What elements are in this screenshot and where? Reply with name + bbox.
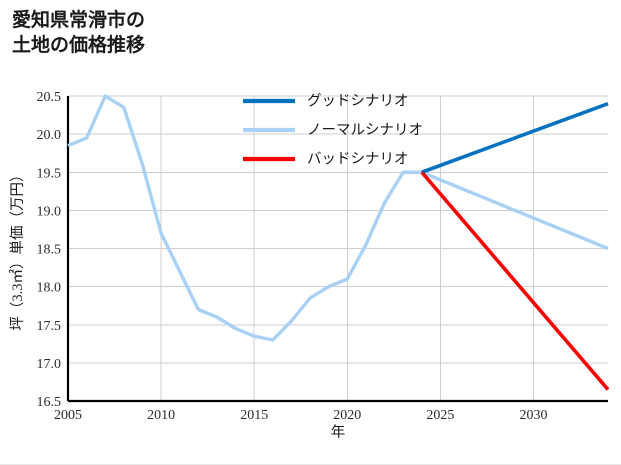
y-axis-tick-label: 16.5 (37, 395, 62, 410)
series-line-normal (67, 94, 609, 342)
x-axis-tick-label: 2005 (54, 408, 82, 423)
title-line-2: 土地の価格推移 (12, 35, 146, 57)
y-axis-tick-label: 19.5 (37, 166, 62, 181)
x-axis-tick-label: 2025 (426, 408, 454, 423)
y-axis-tick-label: 18.0 (37, 281, 62, 296)
y-axis-tick-label: 17.0 (37, 357, 62, 372)
x-axis-tick-label: 2030 (520, 408, 548, 423)
gridlines-group (68, 95, 608, 402)
y-axis-title: 坪（3.3㎡）単価（万円） (9, 167, 26, 330)
page-title: 愛知県常滑市の 土地の価格推移 (12, 8, 145, 58)
x-axis-tick-label: 2020 (333, 408, 361, 423)
x-axis-tick-labels: 2005 2010 2015 2020 2025 2030 (54, 408, 548, 423)
series-group (67, 94, 610, 391)
series-line-bad (420, 171, 610, 391)
y-axis-tick-label: 20.0 (37, 128, 62, 143)
title-line-1: 愛知県常滑市の (12, 10, 146, 31)
y-axis-tick-label: 17.5 (37, 319, 62, 334)
y-axis-tick-label: 20.5 (37, 90, 62, 105)
legend-label-1: ノーマルシナリオ (307, 122, 423, 138)
x-axis-tick-label: 2010 (147, 408, 175, 423)
y-axis-tick-labels: 16.5 17.0 17.5 18.0 18.5 19.0 19.5 20.0 20.5 (37, 90, 62, 410)
series-line-good (421, 101, 609, 174)
legend-label-2: バッドシナリオ (307, 151, 409, 167)
legend-label-0: グッドシナリオ (307, 92, 409, 109)
y-axis-tick-label: 19.0 (37, 204, 62, 219)
x-axis-tick-label: 2015 (240, 408, 268, 423)
x-axis-title: 年 (331, 424, 346, 441)
y-axis-tick-label: 18.5 (37, 243, 62, 258)
